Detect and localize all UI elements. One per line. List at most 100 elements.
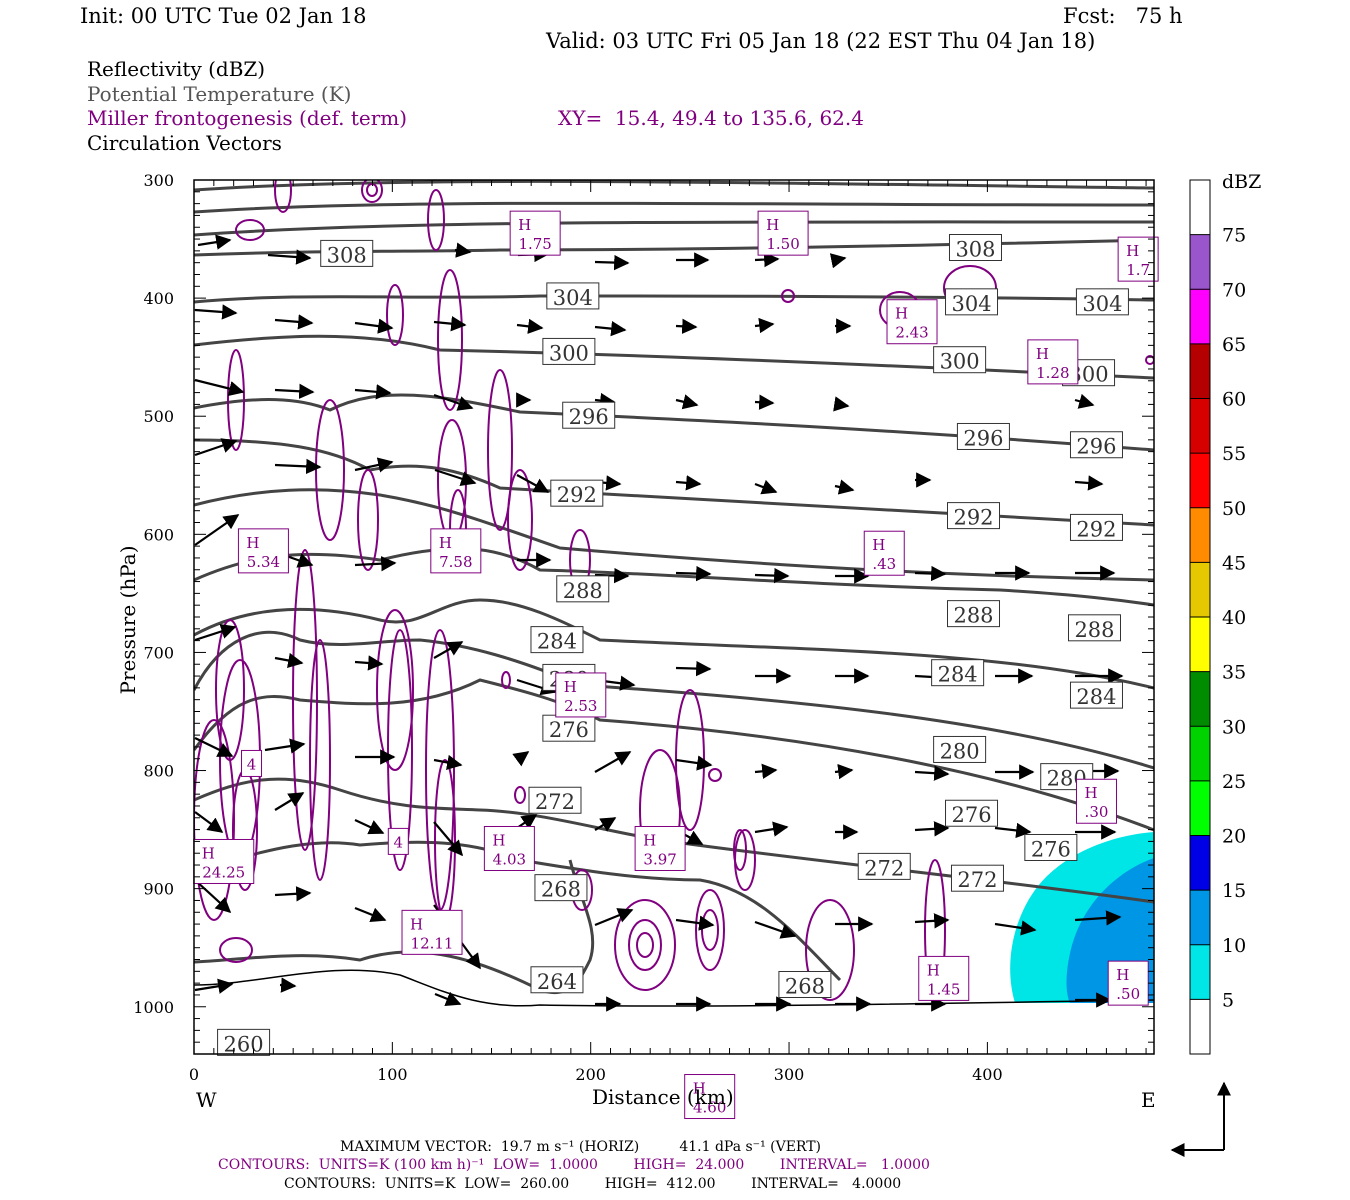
reflectivity-label: Reflectivity (dBZ) xyxy=(87,57,266,81)
fronto-max-15: H.50 xyxy=(1107,960,1149,1006)
vector-82 xyxy=(754,821,789,837)
theta-label-32: 260 xyxy=(217,1028,271,1056)
vector-41 xyxy=(354,556,397,572)
colorbar: 5 10 15 20 25 30 35 40 45 50 55 60 65 70 75 dBZ xyxy=(1189,171,1261,1055)
theta-label-text: 268 xyxy=(541,878,581,902)
theta-label-text: 292 xyxy=(557,483,597,507)
fronto-contour-38 xyxy=(781,289,795,303)
colorbar-label: 65 xyxy=(1222,334,1246,356)
theta-label-5: 300 xyxy=(542,337,596,365)
fronto-contour-39 xyxy=(514,786,526,804)
fronto-contour-5 xyxy=(386,284,404,346)
fronto-max-1: H1.50 xyxy=(757,210,809,256)
theta-label-31: 264 xyxy=(530,966,584,994)
vector-35 xyxy=(754,479,778,495)
fronto-contour-2 xyxy=(235,219,265,241)
colorbar-segment xyxy=(1190,453,1210,508)
fronto-max-box xyxy=(555,672,607,718)
isentrope-12 xyxy=(194,678,1154,832)
fronto-max-7: H.43 xyxy=(863,530,905,576)
fronto-contour-9 xyxy=(357,469,379,571)
vector-21 xyxy=(433,393,474,411)
fronto-max-h: H xyxy=(643,831,656,849)
fronto-contour-label-0: 4 xyxy=(241,749,263,777)
vector-0 xyxy=(197,234,232,250)
fronto-contour-31 xyxy=(636,932,654,958)
theta-label-text: 272 xyxy=(957,868,997,892)
fronto-max-value: .30 xyxy=(1085,803,1109,821)
theta-label-box xyxy=(530,966,584,994)
init-time: Init: 00 UTC Tue 02 Jan 18 xyxy=(80,4,367,28)
fronto-max-value: 2.53 xyxy=(564,697,597,715)
vector-6 xyxy=(754,251,780,268)
x-axis-label: Distance (km) xyxy=(592,1085,734,1109)
vector-45 xyxy=(675,565,712,582)
fronto-max-value: .50 xyxy=(1116,985,1140,1003)
theta-label-box xyxy=(542,337,596,365)
theta-label-text: 276 xyxy=(951,803,991,827)
isentrope-7 xyxy=(194,438,1154,527)
vector-95 xyxy=(914,913,950,929)
theta-label-box xyxy=(217,1028,271,1056)
fronto-contour-1 xyxy=(366,183,378,197)
theta-label-box xyxy=(546,282,600,310)
fronto-contour-34 xyxy=(805,899,855,1001)
vector-9 xyxy=(274,314,314,330)
theta-label-box xyxy=(956,422,1010,450)
vector-7 xyxy=(829,253,847,269)
vector-46 xyxy=(754,567,790,584)
y-tick-label: 800 xyxy=(143,762,174,781)
vector-63 xyxy=(194,737,234,757)
fronto-max-box xyxy=(483,825,535,871)
colorbar-label: 60 xyxy=(1222,389,1246,411)
colorbar-segment xyxy=(1190,671,1210,727)
fronto-max-box xyxy=(634,825,686,871)
fronto-max-value: .43 xyxy=(872,555,896,573)
plot-frame xyxy=(193,179,1155,1055)
vector-48 xyxy=(914,565,947,582)
theta-label-box xyxy=(1024,833,1078,861)
x-tick-label: 0 xyxy=(189,1065,199,1084)
theta-label-text: 308 xyxy=(955,238,995,262)
fronto-max-6: H7.58 xyxy=(430,528,482,574)
colorbar-segment xyxy=(1190,617,1210,672)
fronto-contour-21 xyxy=(376,609,414,771)
vector-66 xyxy=(433,754,463,771)
vector-38 xyxy=(1074,475,1104,491)
fronto-max-value: 12.11 xyxy=(411,934,454,952)
theta-label-text: 284 xyxy=(938,663,978,687)
fronto-contour-label-1: 4 xyxy=(387,827,409,855)
vector-67 xyxy=(512,751,530,767)
theta-label-15: 288 xyxy=(947,600,1001,628)
theta-label-10: 296 xyxy=(1069,431,1123,459)
ground-line xyxy=(194,969,1154,1007)
vector-11 xyxy=(433,316,467,332)
vector-69 xyxy=(675,755,713,771)
theta-label-text: 264 xyxy=(537,970,577,994)
east-label: E xyxy=(1141,1088,1156,1112)
vector-39 xyxy=(194,514,240,546)
theta-label-text: 296 xyxy=(1076,435,1116,459)
theta-label-19: 284 xyxy=(1069,681,1123,709)
theta-label-text: 304 xyxy=(553,286,593,310)
y-tick-label: 1000 xyxy=(133,998,174,1017)
colorbar-label: 35 xyxy=(1222,662,1246,684)
fronto-max-h: H xyxy=(439,534,452,552)
colorbar-segment xyxy=(1190,835,1210,891)
fronto-max-value: 1.45 xyxy=(927,980,960,998)
fronto-max-box xyxy=(1117,236,1159,282)
fronto-max-value: 4.60 xyxy=(693,1099,726,1117)
fronto-max-h: H xyxy=(1036,345,1049,363)
x-tick-label: 400 xyxy=(972,1065,1003,1084)
theta-label-box xyxy=(1069,431,1123,459)
vector-93 xyxy=(754,920,797,939)
theta-label-17: 284 xyxy=(530,626,584,654)
x-tick-label: 200 xyxy=(575,1065,606,1084)
vector-44 xyxy=(594,567,630,584)
fronto-max-h: H xyxy=(1116,966,1129,984)
theta-label-text: 292 xyxy=(953,506,993,530)
theta-label-text: 292 xyxy=(1076,517,1116,541)
colorbar-segment xyxy=(1190,780,1210,836)
theta-label-box xyxy=(945,799,999,827)
fronto-max-value: 1.75 xyxy=(518,235,551,253)
